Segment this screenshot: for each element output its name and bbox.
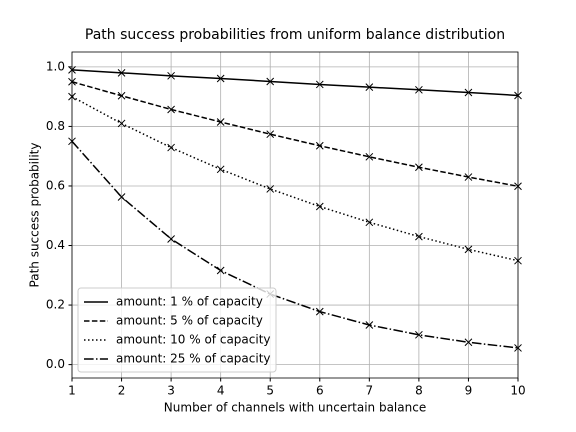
marker-shape (117, 119, 126, 128)
marker-shape (415, 330, 423, 339)
marker-shape (266, 130, 275, 139)
x-tick-label: 5 (266, 384, 274, 398)
marker (167, 105, 175, 114)
y-tick-label: 1.0 (46, 59, 65, 73)
y-tick-label: 0.2 (46, 298, 65, 312)
marker (365, 152, 374, 161)
plot-frame (71, 51, 519, 379)
legend-label: amount: 5 % of capacity (116, 314, 263, 328)
x-tick-label: 9 (465, 384, 473, 398)
x-tick-label: 3 (167, 384, 175, 398)
marker (167, 143, 175, 152)
marker (266, 130, 275, 139)
series-line (71, 69, 519, 97)
marker-shape (464, 338, 473, 347)
marker-shape (216, 118, 225, 126)
chart-title: Path success probabilities from uniform … (85, 27, 505, 43)
marker (365, 218, 374, 227)
marker-shape (216, 165, 225, 174)
marker (365, 321, 374, 329)
marker-shape (117, 91, 126, 100)
marker (464, 88, 473, 97)
marker (167, 71, 175, 80)
marker-shape (315, 141, 324, 150)
marker (464, 173, 473, 181)
marker (216, 118, 225, 126)
marker (415, 330, 423, 339)
marker-shape (464, 173, 473, 181)
y-axis-label: Path success probability (28, 143, 42, 288)
marker-shape (216, 74, 225, 83)
marker (216, 74, 225, 83)
marker-shape (415, 85, 423, 94)
x-axis-label: Number of channels with uncertain balanc… (164, 401, 426, 415)
marker-shape (464, 245, 473, 254)
y-tick-label: 0.0 (46, 357, 65, 371)
marker-shape (365, 83, 374, 91)
x-tick-label: 4 (217, 384, 225, 398)
marker (266, 77, 275, 86)
marker (117, 193, 126, 201)
marker-shape (464, 88, 473, 97)
marker (216, 266, 225, 275)
marker (315, 307, 324, 316)
marker-shape (117, 193, 126, 201)
marker (167, 235, 175, 243)
marker (315, 202, 324, 211)
marker-shape (365, 321, 374, 329)
marker (464, 245, 473, 254)
legend-label: amount: 1 % of capacity (116, 295, 263, 309)
marker-shape (266, 185, 275, 193)
marker-shape (415, 163, 423, 172)
marker (464, 338, 473, 347)
marker-shape (315, 307, 324, 316)
series-line (71, 81, 519, 188)
marker-shape (167, 105, 175, 114)
marker-shape (216, 266, 225, 275)
series-line (71, 140, 519, 349)
marker-shape (315, 80, 324, 89)
x-tick-label: 7 (366, 384, 374, 398)
marker-shape (117, 68, 126, 77)
y-tick-label: 0.6 (46, 178, 65, 192)
x-tick-label: 10 (510, 384, 525, 398)
marker (216, 165, 225, 174)
series-line (71, 95, 519, 262)
x-tick-label: 2 (118, 384, 126, 398)
legend-label: amount: 25 % of capacity (116, 352, 271, 366)
marker-shape (167, 71, 175, 80)
marker-shape (365, 152, 374, 161)
x-tick-label: 8 (415, 384, 423, 398)
marker (315, 80, 324, 89)
y-tick-label: 0.8 (46, 119, 65, 133)
marker-shape (266, 77, 275, 86)
marker-shape (167, 235, 175, 243)
marker (315, 141, 324, 150)
y-tick-label: 0.4 (46, 238, 65, 252)
marker-shape (365, 218, 374, 227)
marker-shape (415, 232, 423, 241)
marker (415, 85, 423, 94)
marker (415, 163, 423, 172)
marker (117, 119, 126, 128)
marker-shape (315, 202, 324, 211)
marker (266, 185, 275, 193)
legend-box (77, 287, 277, 373)
legend-label: amount: 10 % of capacity (116, 333, 271, 347)
marker (415, 232, 423, 241)
marker (117, 91, 126, 100)
x-tick-label: 1 (68, 384, 76, 398)
marker-shape (167, 143, 175, 152)
marker (117, 68, 126, 77)
x-tick-label: 6 (316, 384, 324, 398)
marker (365, 83, 374, 91)
